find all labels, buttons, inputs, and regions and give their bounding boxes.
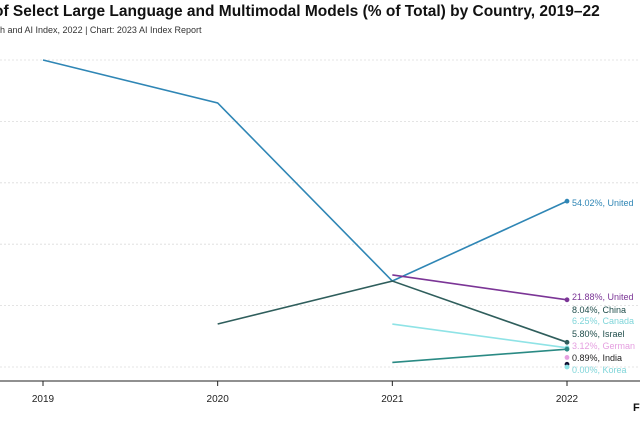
x-axis: 2019 2020 2021 2022 [0,380,640,405]
x-tick-label: 2021 [381,394,404,405]
series-label: 6.25%, Canada [572,316,634,326]
series-label: 3.12%, German [572,341,635,351]
series-points [564,198,570,370]
series-line [217,280,568,344]
chart-title: of Select Large Language and Multimodal … [0,3,600,20]
series-label: 54.02%, United [572,198,634,208]
end-point [564,198,570,204]
series-labels: 54.02%, United 21.88%, United 8.04%, China… [572,198,635,375]
chart-source: h and AI Index, 2022 | Chart: 2023 AI In… [0,25,202,35]
series-line [392,348,568,364]
end-point [564,364,570,370]
series-line [392,274,568,301]
series-label: 8.04%, China [572,305,626,315]
x-tick-label: 2020 [207,394,230,405]
series-label: 5.80%, Israel [572,329,625,339]
corner-mark: F [633,402,640,414]
x-tick-label: 2019 [32,394,55,405]
series-line [42,59,568,283]
end-point [564,355,570,360]
series-label: 21.88%, United [572,292,634,302]
series-lines [42,59,568,364]
grid-lines [0,59,640,368]
end-point [564,339,570,345]
end-point [564,297,570,303]
series-label: 0.00%, Korea [572,365,627,375]
end-point [564,346,570,352]
series-line [392,323,568,349]
series-label: 0.89%, India [572,353,622,363]
x-tick-label: 2022 [556,394,579,405]
